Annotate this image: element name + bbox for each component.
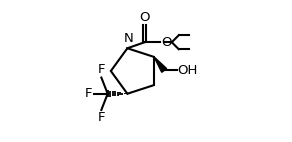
Text: F: F xyxy=(98,63,105,76)
Polygon shape xyxy=(154,57,167,72)
Text: OH: OH xyxy=(178,64,198,77)
Text: F: F xyxy=(98,111,105,124)
Text: F: F xyxy=(85,87,92,100)
Text: N: N xyxy=(124,33,134,45)
Text: O: O xyxy=(139,11,150,24)
Text: O: O xyxy=(161,36,171,49)
